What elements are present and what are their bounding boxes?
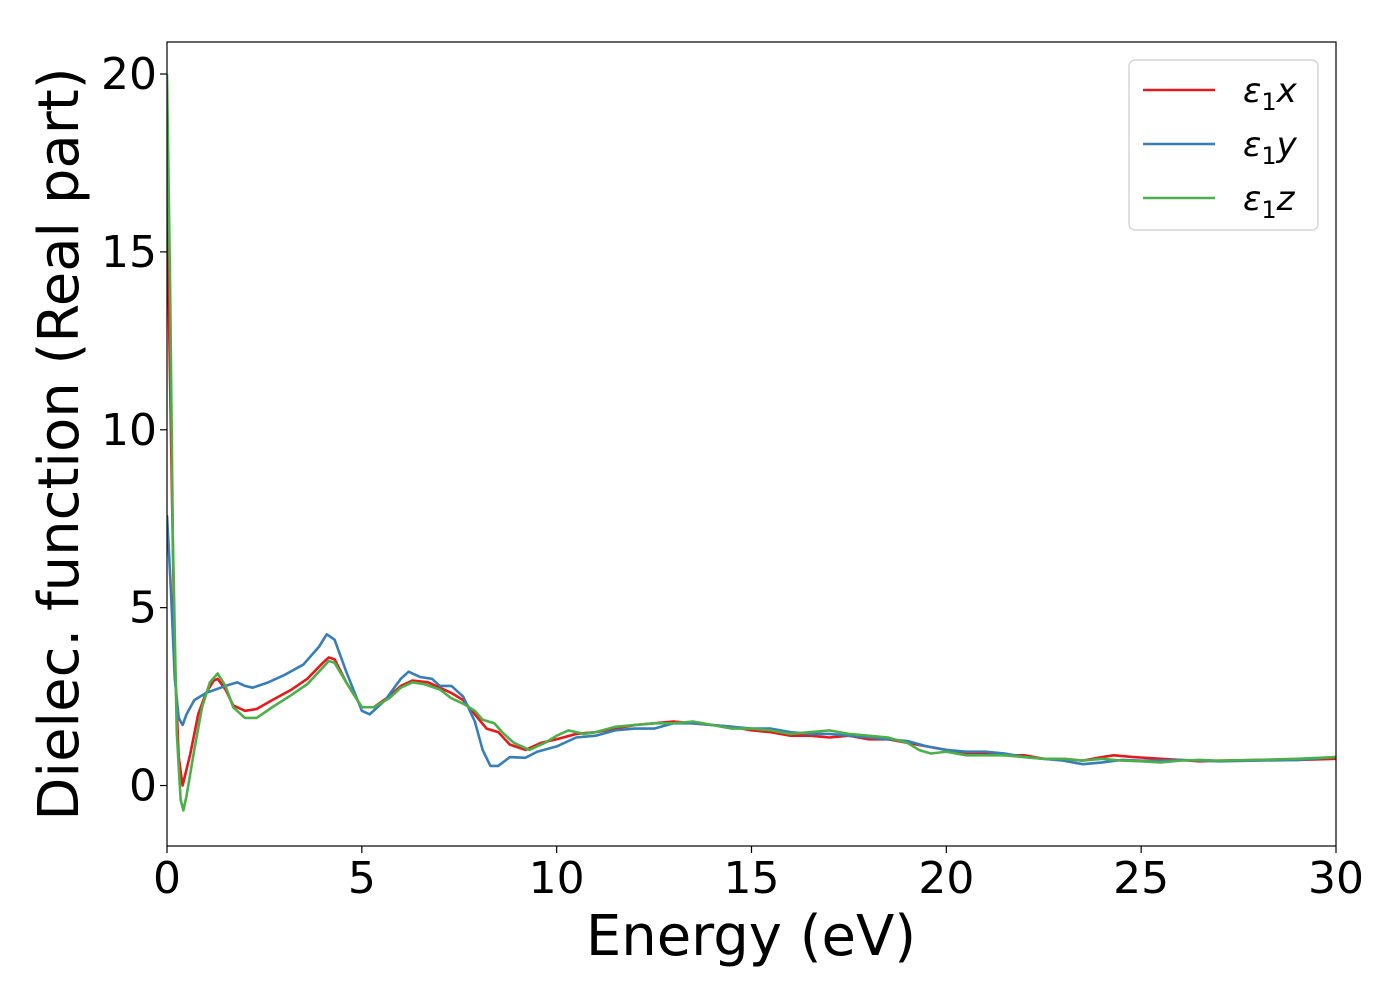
legend-label-y: ε1y — [1243, 125, 1298, 170]
x-tick-label: 5 — [348, 853, 376, 904]
x-tick-label: 15 — [724, 853, 780, 904]
y-tick-label: 5 — [129, 583, 157, 634]
legend-frame — [1128, 59, 1319, 231]
x-tick-label: 30 — [1308, 853, 1364, 904]
legend: ε1x ε1y ε1z — [1128, 59, 1319, 231]
series-line-z — [167, 74, 1336, 812]
x-tick-label: 10 — [529, 853, 585, 904]
y-axis-label: Dielec. function (Real part) — [27, 67, 92, 820]
y-tick-label: 20 — [101, 49, 157, 100]
y-tick-label: 0 — [129, 761, 157, 812]
x-tick-label: 20 — [918, 853, 974, 904]
x-axis-label: Energy (eV) — [586, 904, 916, 969]
x-axis-ticks: 0 5 10 15 20 25 30 — [153, 846, 1364, 904]
x-tick-label: 25 — [1113, 853, 1169, 904]
y-tick-label: 15 — [101, 227, 157, 278]
x-tick-label: 0 — [153, 853, 181, 904]
y-axis-ticks: 0 5 10 15 20 — [101, 49, 167, 812]
plot-lines — [167, 74, 1336, 812]
y-tick-label: 10 — [101, 405, 157, 456]
legend-label-x: ε1x — [1243, 71, 1298, 116]
legend-label-z: ε1z — [1243, 179, 1296, 224]
series-line-x — [167, 198, 1336, 787]
